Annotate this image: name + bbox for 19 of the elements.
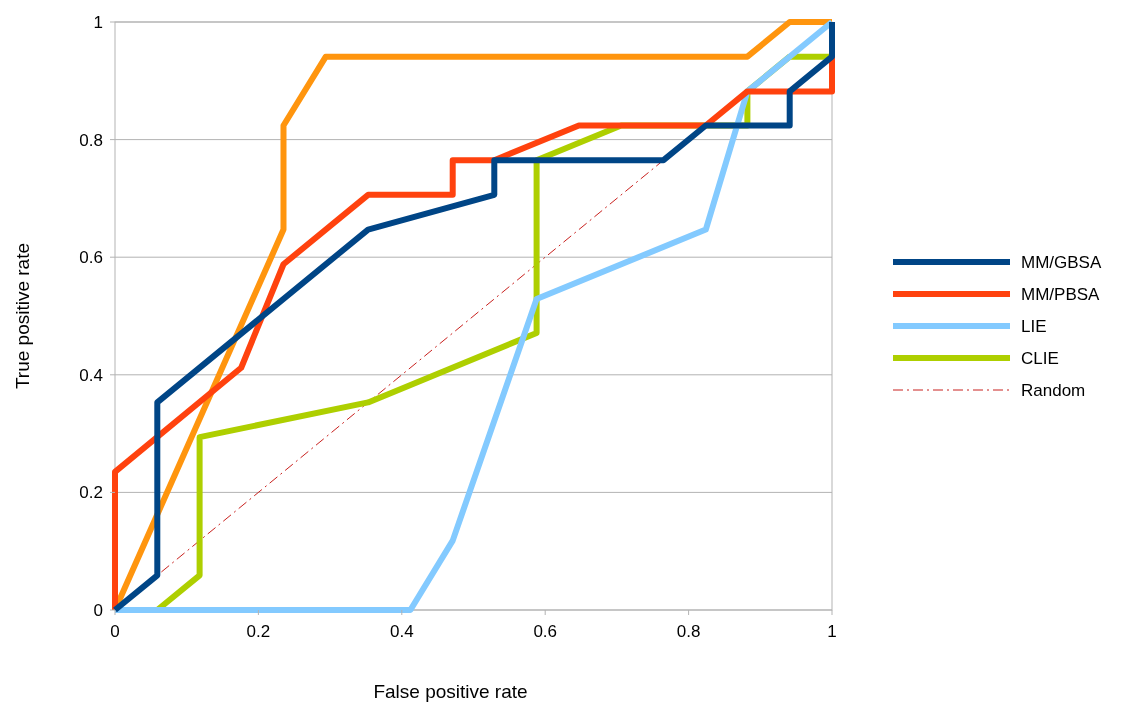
x-tick-label: 0.6 [533,622,558,641]
text: CLIE [1021,349,1059,368]
x-tick-label: 0.2 [246,622,271,641]
y-tick-label: 0.8 [79,130,103,150]
text: LIE [1021,317,1047,336]
y-tick-label: 0.4 [79,365,103,385]
y-axis-title: True positive rate [12,242,33,390]
text: MM/GBSA [1021,253,1102,272]
x-tick-label: 0 [110,622,120,641]
x-tick-label: 0.4 [389,622,414,641]
y-tick-label: 0.2 [79,483,103,503]
x-tick-label: 1 [827,622,837,641]
y-tick-label: 1 [93,13,103,32]
x-axis-title: False positive rate [373,681,528,702]
y-tick-label: 0.6 [79,248,103,268]
x-tick-label: 0.8 [676,622,701,641]
text: MM/PBSA [1021,285,1101,304]
text: Random [1021,381,1086,400]
y-tick-label: 0 [93,601,103,620]
